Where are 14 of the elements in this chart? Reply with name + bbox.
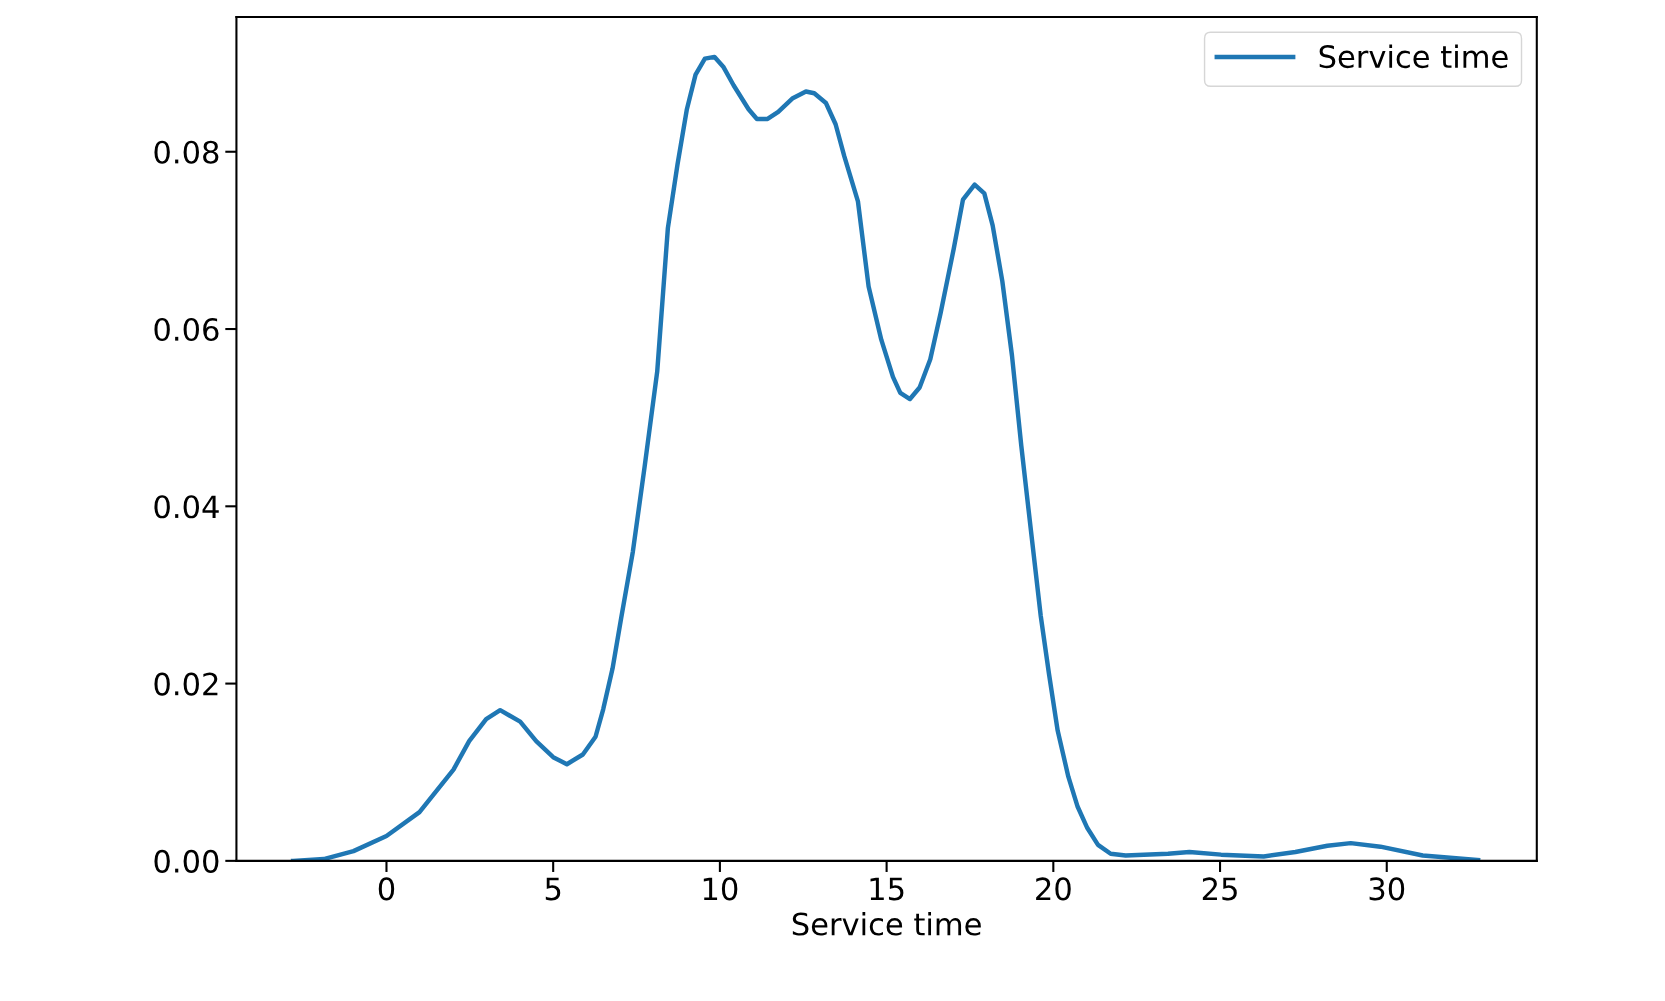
x-tick-label: 5 — [545, 877, 561, 901]
x-tick-label: 25 — [1202, 877, 1237, 901]
x-tick-label: 10 — [703, 877, 738, 901]
y-tick-label: 0.06 — [154, 317, 219, 342]
y-tick-label: 0.08 — [154, 140, 219, 164]
x-axis-title: Service time — [792, 911, 981, 936]
x-tick-label: 20 — [1036, 877, 1071, 901]
x-tick-label: 30 — [1369, 877, 1405, 901]
y-tick-label: 0.02 — [154, 672, 218, 696]
legend-label: Service time — [1319, 44, 1508, 69]
x-tick-label: 15 — [870, 877, 904, 901]
x-tick-label: 0 — [378, 877, 395, 901]
y-tick-label: 0.04 — [154, 495, 219, 519]
y-tick-label: 0.00 — [154, 849, 219, 873]
